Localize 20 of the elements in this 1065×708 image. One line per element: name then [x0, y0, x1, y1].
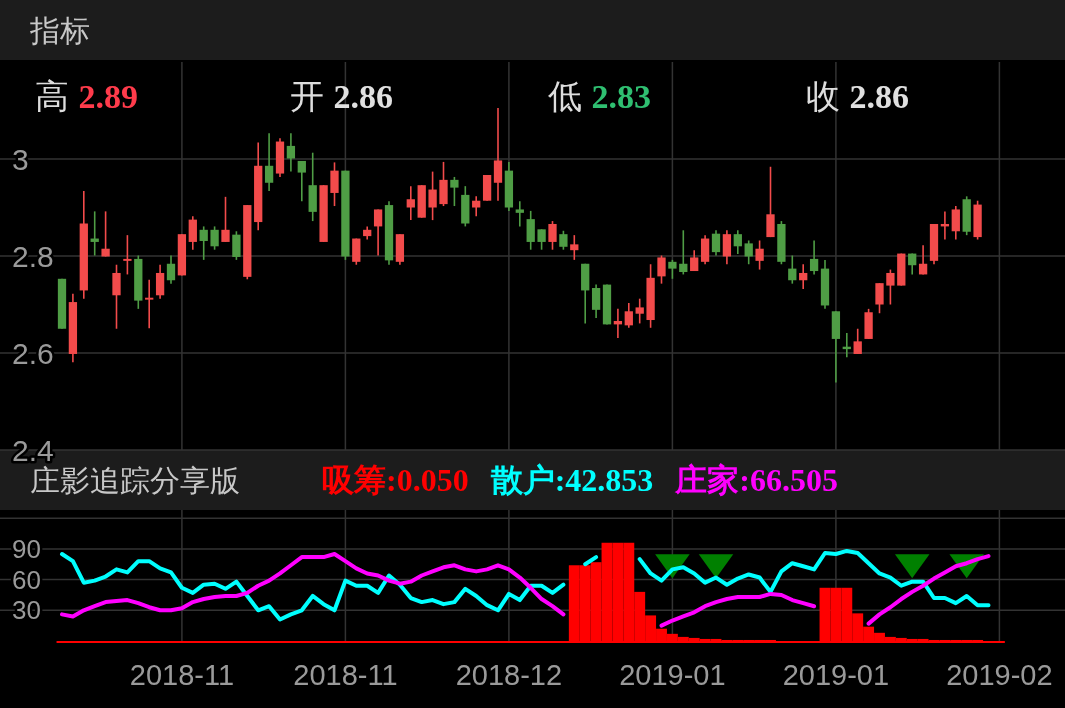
x-tick-label: 2018-12: [455, 659, 563, 692]
chart-title: 指标: [29, 13, 90, 47]
y-tick-label: 90: [12, 533, 41, 564]
x-tick-label: 2018-11: [129, 659, 235, 692]
annotation: 开 2.86: [290, 76, 393, 115]
annotation: 低 2.83: [548, 76, 651, 115]
y-tick-label: 2.6: [12, 336, 54, 370]
text: 吸筹:0.050: [322, 462, 469, 499]
x-tick-label: 2019-02: [946, 659, 1053, 692]
annotation: 收 2.86: [806, 76, 909, 115]
y-tick-label: 3: [12, 142, 29, 176]
x-tick-label: 2019-01: [782, 659, 890, 692]
x-tick-label: 2018-11: [293, 659, 398, 692]
annotation: 高 2.89: [35, 76, 138, 115]
y-tick-label: 30: [12, 595, 41, 626]
y-tick-label: 60: [12, 564, 41, 595]
y-tick-label: 2.8: [12, 239, 54, 273]
series-label: 散户:42.853: [489, 462, 654, 499]
x-tick-label: 2019-01: [619, 659, 726, 692]
text: 庄家:66.505: [674, 462, 838, 499]
